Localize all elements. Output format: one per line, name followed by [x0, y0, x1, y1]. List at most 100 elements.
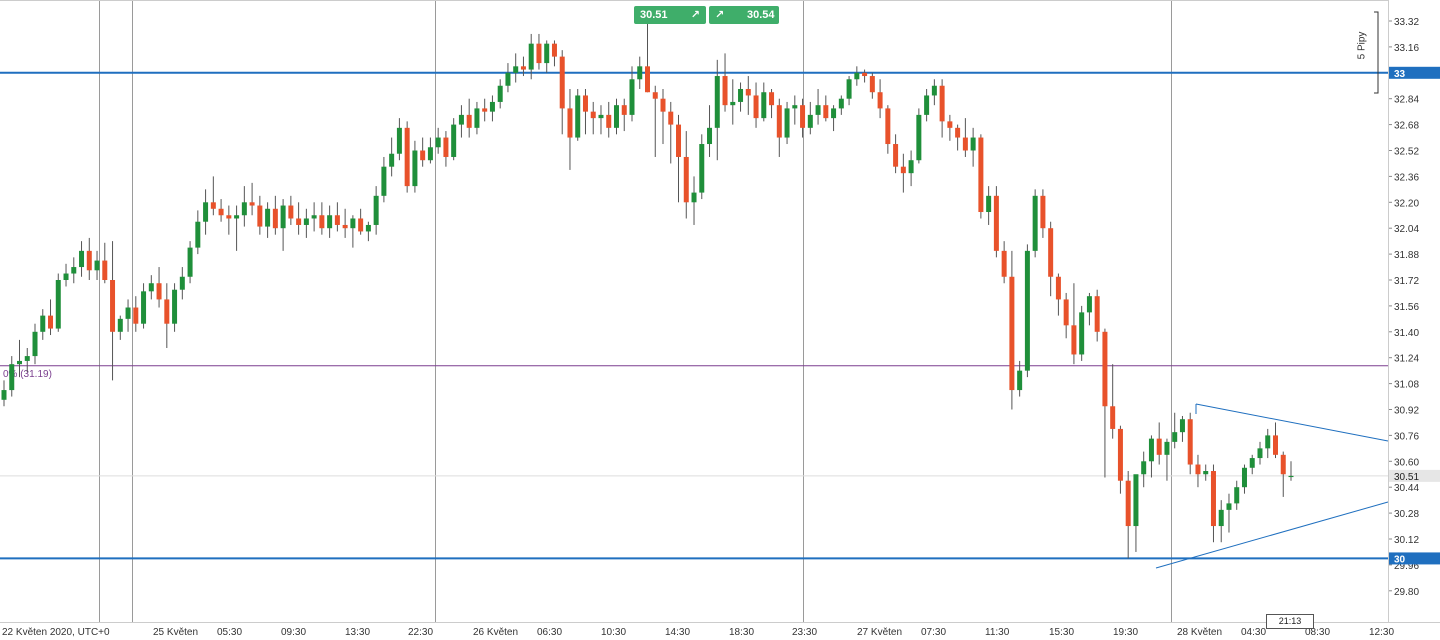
candle-body: [753, 95, 759, 119]
candle: [505, 63, 511, 93]
candle: [334, 202, 340, 232]
candle-body: [916, 114, 922, 161]
candle: [714, 59, 720, 161]
candle: [761, 82, 767, 122]
candle-body: [187, 247, 193, 277]
candle: [652, 85, 658, 157]
candle-body: [699, 144, 705, 193]
candle-body: [451, 124, 457, 157]
candle: [893, 134, 899, 174]
candle-body: [226, 215, 232, 219]
candle: [342, 208, 348, 238]
level-badge-label: 30: [1394, 554, 1406, 565]
candle-body: [575, 95, 581, 138]
candle: [1024, 244, 1030, 378]
candle: [699, 134, 705, 200]
candle-body: [179, 276, 185, 290]
candle-body: [1280, 454, 1286, 475]
candle-body: [621, 105, 627, 115]
candle: [1048, 221, 1054, 297]
sell-button[interactable]: 30.51 ↗: [634, 6, 706, 24]
candle: [637, 56, 643, 89]
candle-body: [334, 215, 340, 225]
candle-body: [497, 85, 503, 102]
candle-body: [458, 114, 464, 125]
candle-body: [1210, 471, 1216, 527]
x-tick-label: 07:30: [921, 627, 946, 638]
candle: [249, 182, 255, 216]
candle: [1079, 305, 1085, 361]
candle-body: [40, 315, 46, 332]
candle: [288, 195, 294, 225]
candle-body: [745, 88, 751, 96]
x-tick-label: 08:30: [1305, 627, 1330, 638]
candle-body: [404, 127, 410, 187]
candle-body: [141, 291, 147, 324]
candle-body: [94, 260, 100, 271]
candle: [156, 267, 162, 308]
candle-body: [1257, 448, 1263, 459]
candle-body: [148, 283, 154, 292]
candle-body: [947, 121, 953, 128]
y-tick-label: 30.44: [1394, 483, 1419, 494]
current-price-badge: [1389, 469, 1440, 482]
candle-body: [924, 95, 930, 115]
candle-body: [776, 105, 782, 138]
candle-body: [931, 85, 937, 96]
candle: [404, 121, 410, 193]
candle-body: [1234, 487, 1240, 504]
candle-body: [133, 307, 139, 324]
candle: [947, 114, 953, 141]
horizontal-levels[interactable]: [0, 71, 1388, 560]
candle: [1164, 438, 1170, 481]
current-price-label: 30.51: [1394, 472, 1419, 483]
candle-body: [683, 156, 689, 203]
candle: [1009, 250, 1015, 410]
candle: [567, 88, 573, 170]
candle-body: [613, 105, 619, 128]
candle-body: [474, 108, 480, 128]
candle: [776, 98, 782, 157]
candle: [854, 66, 860, 86]
candle: [645, 14, 650, 93]
candle: [311, 202, 317, 232]
triangle-upper-line[interactable]: [1195, 403, 1389, 442]
candle: [986, 186, 992, 225]
candle: [1203, 464, 1209, 481]
candle: [753, 82, 759, 128]
candle: [1218, 500, 1224, 543]
candle-body: [1141, 461, 1147, 475]
candle-body: [637, 66, 643, 80]
candle-body: [1017, 370, 1023, 391]
pips-scale: 5 Pipy: [1356, 30, 1380, 70]
candle: [784, 101, 790, 145]
candle: [1117, 425, 1123, 494]
vertical-gridlines: [99, 0, 1172, 622]
candle-body: [48, 315, 54, 329]
triangle-lower-line[interactable]: [1155, 501, 1389, 569]
candle: [241, 186, 247, 227]
candle: [303, 208, 309, 238]
candle: [1040, 189, 1046, 238]
candle: [869, 72, 875, 99]
candle: [172, 283, 178, 332]
candle-body: [86, 250, 92, 271]
candle-body: [435, 137, 441, 148]
buy-button[interactable]: ↗ 30.54: [709, 6, 779, 24]
candle: [962, 118, 968, 157]
candle-body: [1094, 296, 1100, 332]
candle: [1086, 292, 1092, 326]
candle: [807, 101, 813, 135]
triangle-pattern[interactable]: [1155, 403, 1389, 569]
candle: [218, 199, 224, 222]
candle-body: [1288, 475, 1294, 478]
candle-body: [885, 108, 891, 145]
candle-body: [63, 273, 69, 280]
candle-body: [955, 127, 961, 138]
candle: [133, 296, 139, 332]
candle-body: [536, 43, 542, 64]
candle-body: [800, 105, 806, 128]
y-tick-label: 32.68: [1394, 121, 1419, 132]
candle-body: [714, 76, 720, 128]
